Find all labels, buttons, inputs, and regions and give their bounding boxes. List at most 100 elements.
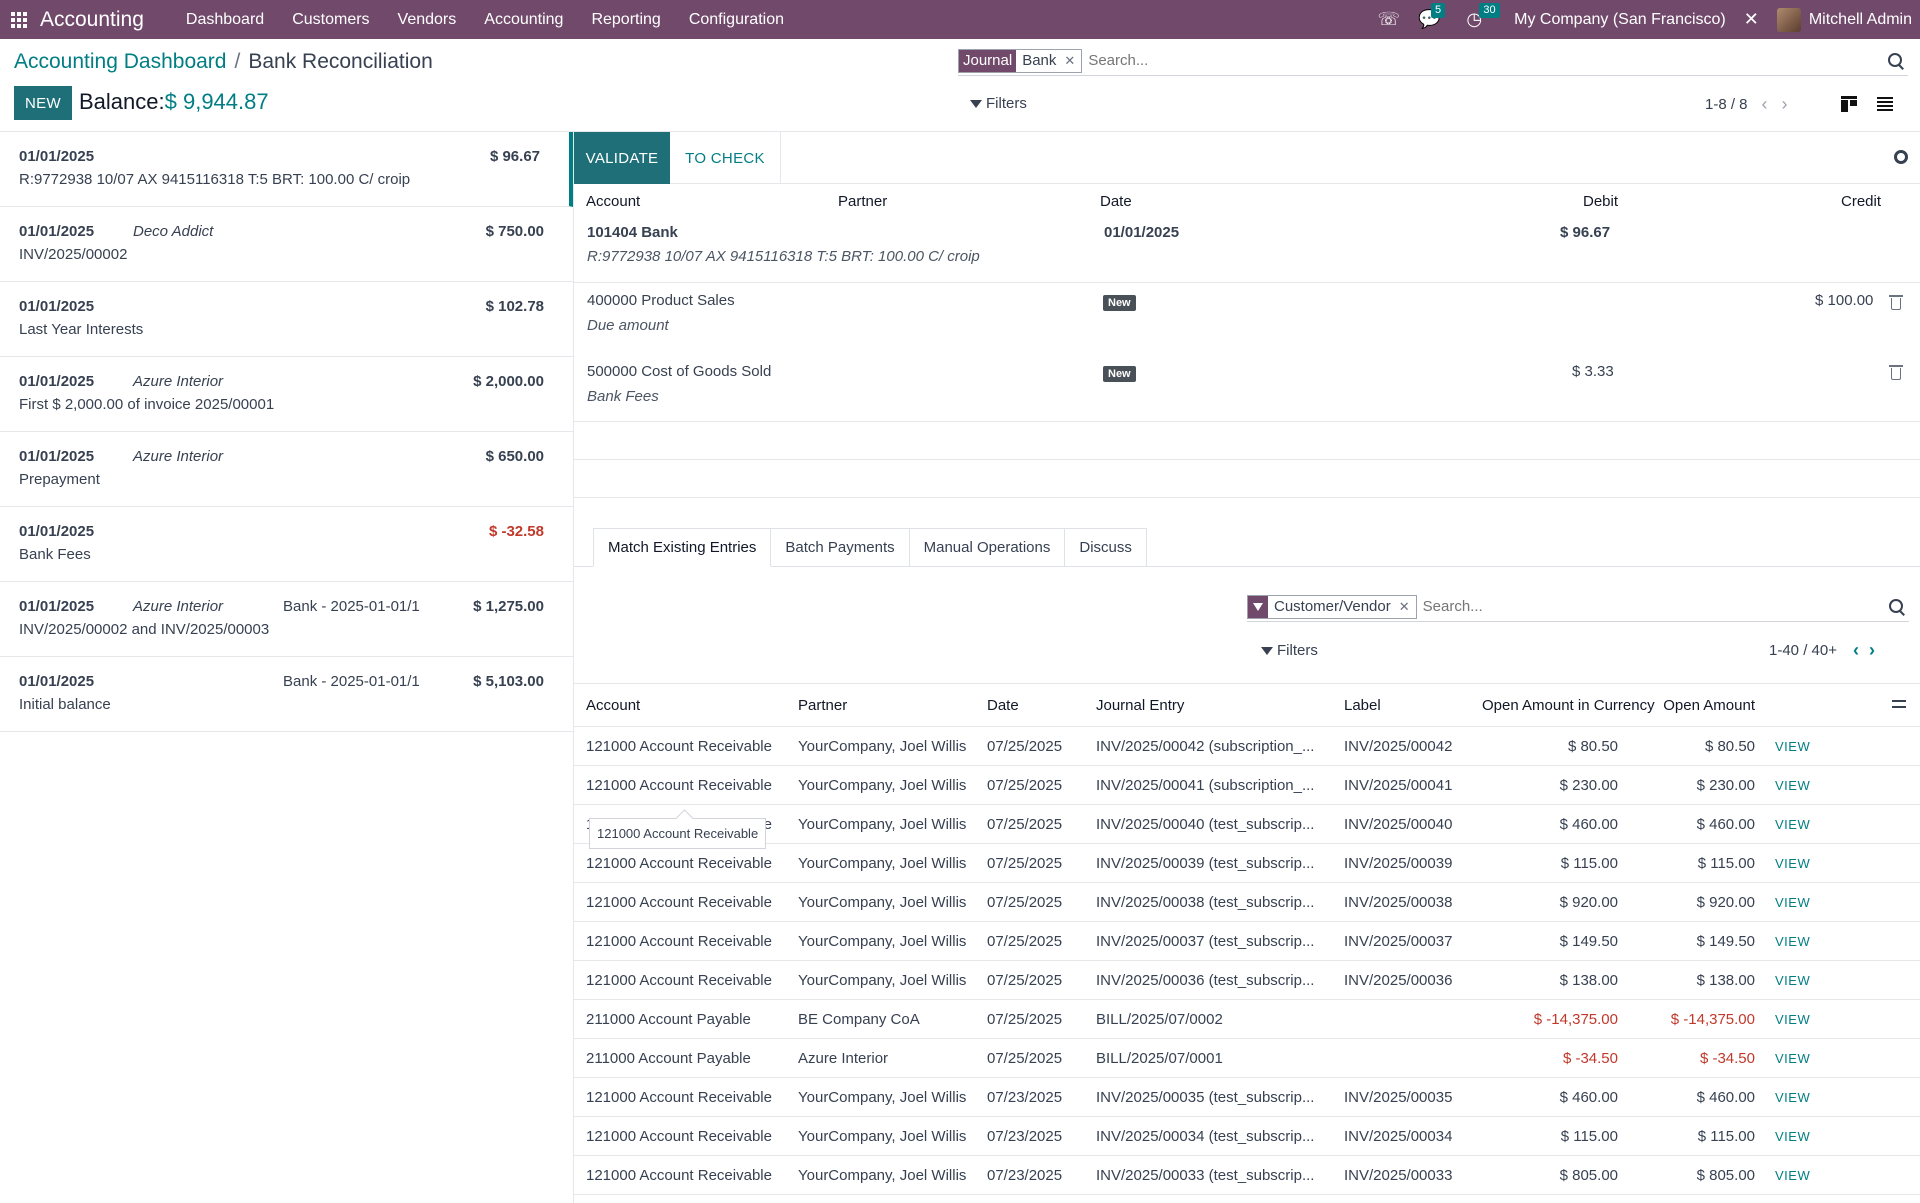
statement-line[interactable]: 01/01/2025 $ 96.67 R:9772938 10/07 AX 94… xyxy=(0,132,573,207)
row-divider xyxy=(574,459,1920,460)
view-button[interactable]: VIEW xyxy=(1775,738,1811,754)
activities-icon[interactable]: ◷ 30 xyxy=(1466,3,1500,30)
column-header-journal-entry[interactable]: Journal Entry xyxy=(1084,683,1332,727)
view-button[interactable]: VIEW xyxy=(1775,1050,1811,1066)
menu-configuration[interactable]: Configuration xyxy=(688,10,784,28)
table-row[interactable]: 121000 Account Receivable YourCompany, J… xyxy=(574,960,1920,1000)
trash-icon[interactable] xyxy=(1889,295,1903,310)
statement-line[interactable]: 01/01/2025 Bank - 2025-01-01/1 $ 5,103.0… xyxy=(0,657,573,732)
statement-line[interactable]: 01/01/2025 $ 102.78 Last Year Interests xyxy=(0,282,573,357)
table-row[interactable]: 121000 Account Receivable YourCompany, J… xyxy=(574,1116,1920,1156)
new-button[interactable]: NEW xyxy=(14,86,72,120)
table-row[interactable]: 121000 Account Receivable YourCompany, J… xyxy=(574,804,1920,844)
trash-icon[interactable] xyxy=(1889,365,1903,380)
menu-reporting[interactable]: Reporting xyxy=(591,10,661,28)
statement-line[interactable]: 01/01/2025 Azure Interior Bank - 2025-01… xyxy=(0,582,573,657)
bank-line-account[interactable]: 101404 Bank xyxy=(587,224,678,241)
table-row[interactable]: 211000 Account Payable Azure Interior 07… xyxy=(574,1038,1920,1078)
cell-open-amount-currency: $ -34.50 xyxy=(1470,1038,1626,1078)
menu-vendors[interactable]: Vendors xyxy=(397,10,457,28)
view-button[interactable]: VIEW xyxy=(1775,1167,1811,1183)
search-icon[interactable] xyxy=(1888,52,1904,69)
table-row[interactable]: 121000 Account Receivable YourCompany, J… xyxy=(574,765,1920,805)
menu-customers[interactable]: Customers xyxy=(292,10,370,28)
line3-account[interactable]: 500000 Cost of Goods Sold xyxy=(587,363,772,380)
breadcrumb-dashboard-link[interactable]: Accounting Dashboard xyxy=(14,50,227,73)
line2-credit[interactable]: $ 100.00 xyxy=(1815,292,1874,309)
list-view-icon[interactable] xyxy=(1877,97,1893,111)
table-row[interactable]: 121000 Account Receivable YourCompany, J… xyxy=(574,882,1920,922)
balance-amount[interactable]: $ 9,944.87 xyxy=(164,89,269,114)
line3-debit[interactable]: $ 3.33 xyxy=(1572,363,1614,380)
match-search-input[interactable] xyxy=(1422,598,1889,615)
view-button[interactable]: VIEW xyxy=(1775,1128,1811,1144)
search-input[interactable] xyxy=(1088,52,1888,69)
tab-discuss[interactable]: Discuss xyxy=(1065,528,1147,567)
table-row[interactable]: 121000 Account Receivable YourCompany, J… xyxy=(574,1077,1920,1117)
menu-accounting[interactable]: Accounting xyxy=(484,10,564,28)
view-button[interactable]: VIEW xyxy=(1775,933,1811,949)
statement-line[interactable]: 01/01/2025 $ -32.58 Bank Fees xyxy=(0,507,573,582)
view-button[interactable]: VIEW xyxy=(1775,972,1811,988)
column-header-account[interactable]: Account xyxy=(574,683,786,727)
table-row[interactable]: 121000 Account Receivable YourCompany, J… xyxy=(574,1155,1920,1195)
line3-label[interactable]: Bank Fees xyxy=(587,388,659,405)
company-switcher[interactable]: My Company (San Francisco) xyxy=(1514,10,1726,28)
table-row[interactable]: 211000 Account Payable BE Company CoA 07… xyxy=(574,999,1920,1039)
remove-facet-icon[interactable]: ✕ xyxy=(1398,598,1410,614)
view-button[interactable]: VIEW xyxy=(1775,855,1811,871)
gear-icon[interactable] xyxy=(1894,150,1908,164)
pager-value[interactable]: 1-8 / 8 xyxy=(1705,96,1748,113)
statement-line[interactable]: 01/01/2025 Azure Interior $ 650.00 Prepa… xyxy=(0,432,573,507)
optional-columns-toggle[interactable] xyxy=(1763,683,1920,727)
to-check-button[interactable]: TO CHECK xyxy=(670,132,781,184)
app-menu-icon[interactable] xyxy=(9,10,29,30)
table-row[interactable]: 121000 Account Receivable YourCompany, J… xyxy=(574,921,1920,961)
pager-next-icon[interactable]: › xyxy=(1781,94,1788,114)
debug-tools-icon[interactable]: ✕ xyxy=(1743,9,1759,29)
statement-line[interactable]: 01/01/2025 Azure Interior $ 2,000.00 Fir… xyxy=(0,357,573,432)
view-button[interactable]: VIEW xyxy=(1775,1089,1811,1105)
line2-label[interactable]: Due amount xyxy=(587,317,669,334)
filters-button[interactable]: Filters xyxy=(970,95,1027,112)
search-icon[interactable] xyxy=(1889,598,1905,615)
table-row[interactable]: 121000 Account Receivable YourCompany, J… xyxy=(574,726,1920,766)
tab-match-existing-entries[interactable]: Match Existing Entries xyxy=(593,528,772,567)
remove-facet-icon[interactable]: ✕ xyxy=(1064,52,1076,68)
pager-next-icon[interactable]: › xyxy=(1868,640,1875,660)
bank-line-debit[interactable]: $ 96.67 xyxy=(1560,224,1611,241)
kanban-view-icon[interactable] xyxy=(1841,96,1857,112)
app-brand[interactable]: Accounting xyxy=(40,7,144,31)
column-header-partner[interactable]: Partner xyxy=(786,683,975,727)
view-button[interactable]: VIEW xyxy=(1775,894,1811,910)
table-row[interactable]: 121000 Account Receivable YourCompany, J… xyxy=(574,843,1920,883)
bank-line-label[interactable]: R:9772938 10/07 AX 9415116318 T:5 BRT: 1… xyxy=(587,248,980,265)
pager-previous-icon[interactable]: ‹ xyxy=(1852,640,1859,660)
bank-line-date[interactable]: 01/01/2025 xyxy=(1104,224,1180,241)
view-button[interactable]: VIEW xyxy=(1775,777,1811,793)
view-button[interactable]: VIEW xyxy=(1775,1011,1811,1027)
messages-icon[interactable]: 💬 5 xyxy=(1418,3,1446,30)
avatar[interactable] xyxy=(1776,7,1801,32)
column-header-open-amount-currency[interactable]: Open Amount in Currency xyxy=(1470,683,1655,727)
statement-line[interactable]: 01/01/2025 Deco Addict $ 750.00 INV/2025… xyxy=(0,207,573,282)
sliders-icon[interactable] xyxy=(1892,698,1906,710)
menu-dashboard[interactable]: Dashboard xyxy=(185,10,265,28)
view-button[interactable]: VIEW xyxy=(1775,816,1811,832)
tab-batch-payments[interactable]: Batch Payments xyxy=(771,528,910,567)
match-filters-button[interactable]: Filters xyxy=(1261,642,1318,659)
validate-button[interactable]: VALIDATE xyxy=(574,132,670,184)
cell-date: 07/23/2025 xyxy=(975,1077,1084,1117)
line-date: 01/01/2025 xyxy=(19,448,95,465)
user-menu[interactable]: Mitchell Admin xyxy=(1808,10,1912,28)
pager-previous-icon[interactable]: ‹ xyxy=(1761,94,1768,114)
cell-account: 121000 Account Receivable xyxy=(574,843,786,883)
pager-value[interactable]: 1-40 / 40+ xyxy=(1769,642,1837,659)
phone-icon[interactable]: ☏ xyxy=(1377,9,1400,29)
match-entries-table: Account Partner Date Journal Entry Label… xyxy=(574,683,1920,1195)
line2-account[interactable]: 400000 Product Sales xyxy=(587,292,735,309)
tab-manual-operations[interactable]: Manual Operations xyxy=(909,528,1066,567)
column-header-open-amount[interactable]: Open Amount xyxy=(1626,683,1763,727)
column-header-date[interactable]: Date xyxy=(975,683,1084,727)
column-header-label[interactable]: Label xyxy=(1332,683,1470,727)
